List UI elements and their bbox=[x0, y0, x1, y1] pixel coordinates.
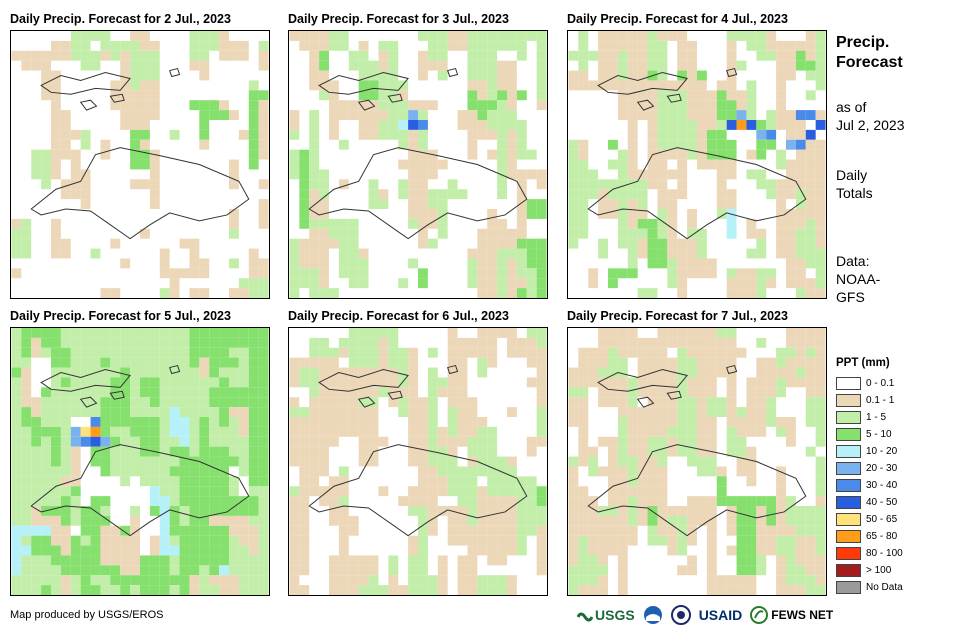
precip-map bbox=[288, 327, 548, 596]
usgs-wave-icon bbox=[577, 612, 593, 622]
legend-swatch bbox=[836, 394, 861, 407]
legend-swatch bbox=[836, 377, 861, 390]
legend-item: 50 - 65 bbox=[836, 511, 903, 528]
legend-swatch bbox=[836, 496, 861, 509]
legend-label: No Data bbox=[866, 582, 903, 593]
legend-item: 0.1 - 1 bbox=[836, 392, 903, 409]
legend-label: 65 - 80 bbox=[866, 531, 898, 542]
title-line-1: Precip. bbox=[836, 34, 890, 51]
usaid-text: USAID bbox=[698, 607, 743, 623]
data-line-2: NOAA- bbox=[836, 271, 881, 287]
legend-item: 0 - 0.1 bbox=[836, 375, 903, 392]
legend-swatch bbox=[836, 547, 861, 560]
fews-text: FEWS NET bbox=[771, 608, 834, 622]
legend-label: 40 - 50 bbox=[866, 497, 898, 508]
title-line-2: Forecast bbox=[836, 54, 903, 71]
panel-title: Daily Precip. Forecast for 2 Jul., 2023 bbox=[10, 12, 231, 26]
legend-swatch bbox=[836, 530, 861, 543]
legend-item: 1 - 5 bbox=[836, 409, 903, 426]
precip-map bbox=[288, 30, 548, 299]
totals-line-1: Daily bbox=[836, 167, 868, 183]
legend-item: 80 - 100 bbox=[836, 545, 903, 562]
legend-swatch bbox=[836, 411, 861, 424]
legend-label: 30 - 40 bbox=[866, 480, 898, 491]
panel-title: Daily Precip. Forecast for 7 Jul., 2023 bbox=[567, 309, 788, 323]
agency-logos: USGS USAID FEWS NET bbox=[577, 603, 833, 627]
side-title: Precip. Forecast bbox=[836, 33, 903, 73]
panel-title: Daily Precip. Forecast for 4 Jul., 2023 bbox=[567, 12, 788, 26]
data-source: Data: NOAA- GFS bbox=[836, 252, 880, 306]
legend-label: 20 - 30 bbox=[866, 463, 898, 474]
noaa-logo-icon bbox=[643, 606, 662, 624]
usgs-text: USGS bbox=[595, 607, 635, 623]
legend-item: > 100 bbox=[836, 562, 903, 579]
legend-label: 1 - 5 bbox=[866, 412, 887, 423]
legend-item: 40 - 50 bbox=[836, 494, 903, 511]
totals-line-2: Totals bbox=[836, 185, 873, 201]
panel-title: Daily Precip. Forecast for 6 Jul., 2023 bbox=[288, 309, 509, 323]
fews-logo: FEWS NET bbox=[750, 606, 833, 624]
legend-label: 0.1 - 1 bbox=[866, 395, 895, 406]
daily-totals-label: Daily Totals bbox=[836, 166, 873, 202]
as-of-label: as of bbox=[836, 99, 867, 115]
legend-label: > 100 bbox=[866, 565, 892, 576]
panel-title: Daily Precip. Forecast for 3 Jul., 2023 bbox=[288, 12, 509, 26]
seal-logo-icon bbox=[670, 605, 691, 625]
legend-swatch bbox=[836, 445, 861, 458]
precip-map bbox=[10, 30, 270, 299]
legend-label: 80 - 100 bbox=[866, 548, 903, 559]
legend-label: 50 - 65 bbox=[866, 514, 898, 525]
legend-item: 5 - 10 bbox=[836, 426, 903, 443]
legend-label: 10 - 20 bbox=[866, 446, 898, 457]
data-line-3: GFS bbox=[836, 289, 865, 305]
ppt-legend: PPT (mm) 0 - 0.1 0.1 - 1 1 - 5 5 - 10 10 - 2… bbox=[836, 357, 903, 596]
usgs-logo: USGS bbox=[577, 607, 635, 623]
legend-swatch bbox=[836, 513, 861, 526]
legend-item: 10 - 20 bbox=[836, 443, 903, 460]
legend-label: 5 - 10 bbox=[866, 429, 892, 440]
legend-swatch bbox=[836, 564, 861, 577]
legend-swatch bbox=[836, 462, 861, 475]
as-of-value: Jul 2, 2023 bbox=[836, 117, 905, 133]
fews-leaf-icon bbox=[750, 606, 769, 624]
precip-map bbox=[567, 327, 827, 596]
legend-item: 65 - 80 bbox=[836, 528, 903, 545]
legend-swatch bbox=[836, 479, 861, 492]
data-line-1: Data: bbox=[836, 253, 870, 269]
map-credit: Map produced by USGS/EROS bbox=[10, 609, 164, 621]
legend-title: PPT (mm) bbox=[836, 357, 890, 369]
legend-item: 20 - 30 bbox=[836, 460, 903, 477]
legend-swatch bbox=[836, 428, 861, 441]
as-of-date: as of Jul 2, 2023 bbox=[836, 98, 905, 134]
panel-title: Daily Precip. Forecast for 5 Jul., 2023 bbox=[10, 309, 231, 323]
precip-map bbox=[10, 327, 270, 596]
legend-swatch bbox=[836, 581, 861, 594]
legend-label: 0 - 0.1 bbox=[866, 378, 895, 389]
legend-item: No Data bbox=[836, 579, 903, 596]
legend-item: 30 - 40 bbox=[836, 477, 903, 494]
precip-map bbox=[567, 30, 827, 299]
